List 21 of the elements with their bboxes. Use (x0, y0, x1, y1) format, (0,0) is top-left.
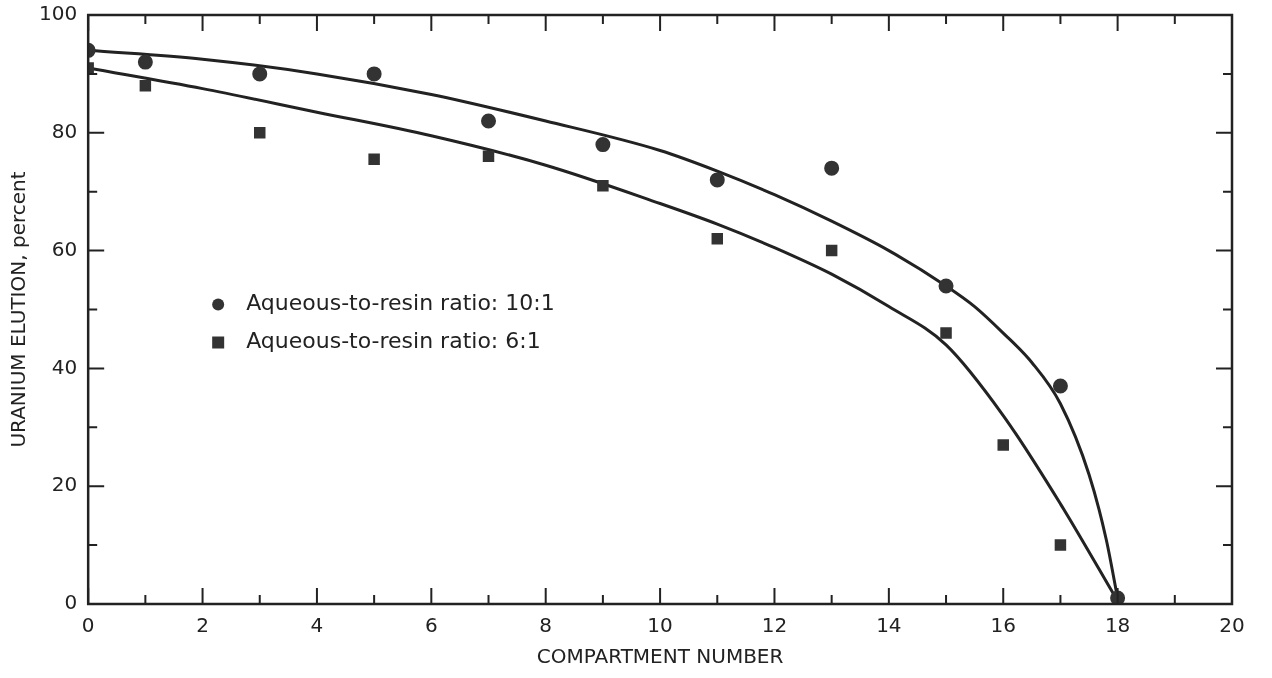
x-tick-label: 20 (1219, 613, 1245, 638)
x-tick-label: 14 (876, 613, 902, 638)
y-axis-title: URANIUM ELUTION, percent (6, 171, 31, 448)
legend-label: Aqueous-to-resin ratio: 6:1 (246, 328, 541, 354)
y-tick-label: 80 (51, 119, 78, 143)
x-tick-label: 2 (196, 613, 209, 638)
x-tick-label: 10 (647, 613, 673, 638)
x-tick-label: 4 (310, 613, 324, 638)
x-tick-label: 18 (1104, 613, 1131, 638)
y-tick-label: 60 (51, 236, 78, 261)
x-tick-label: 8 (539, 613, 553, 638)
x-tick-label: 0 (81, 613, 95, 638)
x-tick-label: 16 (990, 613, 1016, 638)
y-tick-label: 20 (51, 472, 78, 497)
y-tick-label: 40 (51, 354, 78, 379)
y-tick-label: 100 (38, 1, 78, 26)
x-tick-label: 12 (761, 613, 788, 638)
y-tick-label: 0 (64, 590, 78, 615)
x-tick-label: 6 (424, 613, 438, 638)
legend-label: Aqueous-to-resin ratio: 10:1 (246, 290, 555, 316)
x-axis-title: COMPARTMENT NUMBER (536, 644, 784, 669)
